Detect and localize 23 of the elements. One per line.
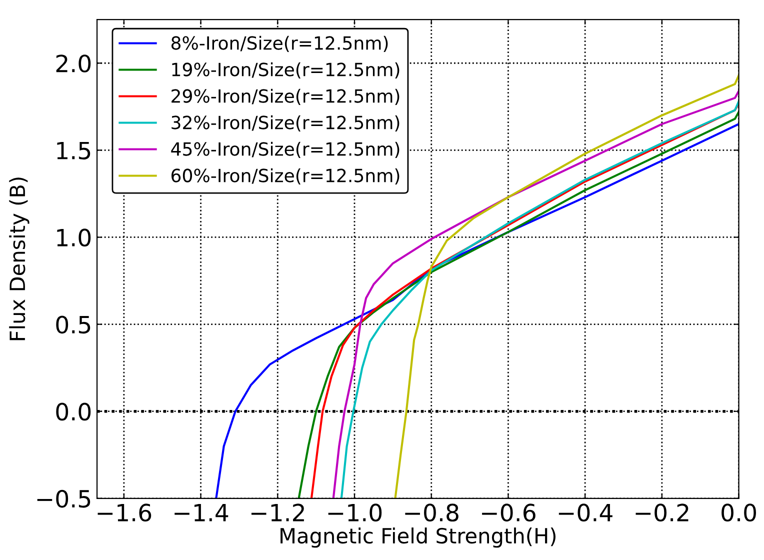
y-tick-label: 1.0 bbox=[57, 228, 91, 247]
y-tick-label: −0.5 bbox=[37, 490, 90, 508]
x-tick-label: −0.4 bbox=[558, 504, 612, 522]
legend-label: 29%-Iron/Size(r=12.5nm) bbox=[172, 88, 400, 105]
legend-label: 60%-Iron/Size(r=12.5nm) bbox=[172, 168, 400, 184]
legend-label: 8%-Iron/Size(r=12.5nm) bbox=[171, 36, 388, 52]
y-tick-label: 0.5 bbox=[56, 316, 90, 334]
x-tick-label: −0.2 bbox=[636, 504, 688, 522]
x-tick-label: −0.8 bbox=[405, 504, 458, 522]
x-tick-label: −1.0 bbox=[328, 504, 382, 522]
y-tick-label: 0.0 bbox=[56, 402, 91, 421]
x-tick-label: −1.2 bbox=[251, 504, 304, 522]
x-tick-label: −1.4 bbox=[174, 504, 228, 522]
x-axis-title: Magnetic Field Strength(H) bbox=[280, 528, 556, 548]
x-tick-label: −1.6 bbox=[98, 504, 152, 522]
y-axis-title: Flux Density (B) bbox=[9, 178, 30, 340]
x-tick-label: −0.6 bbox=[482, 504, 536, 522]
y-tick-label: 1.5 bbox=[57, 142, 90, 160]
legend-label: 45%-Iron/Size(r=12.5nm) bbox=[171, 142, 400, 158]
y-tick-label: 2.0 bbox=[56, 54, 91, 72]
legend-label: 19%-Iron/Size(r=12.5nm) bbox=[172, 62, 400, 78]
x-tick-label: 0.0 bbox=[722, 504, 756, 522]
legend-label: 32%-Iron/Size(r=12.5nm) bbox=[172, 115, 400, 132]
